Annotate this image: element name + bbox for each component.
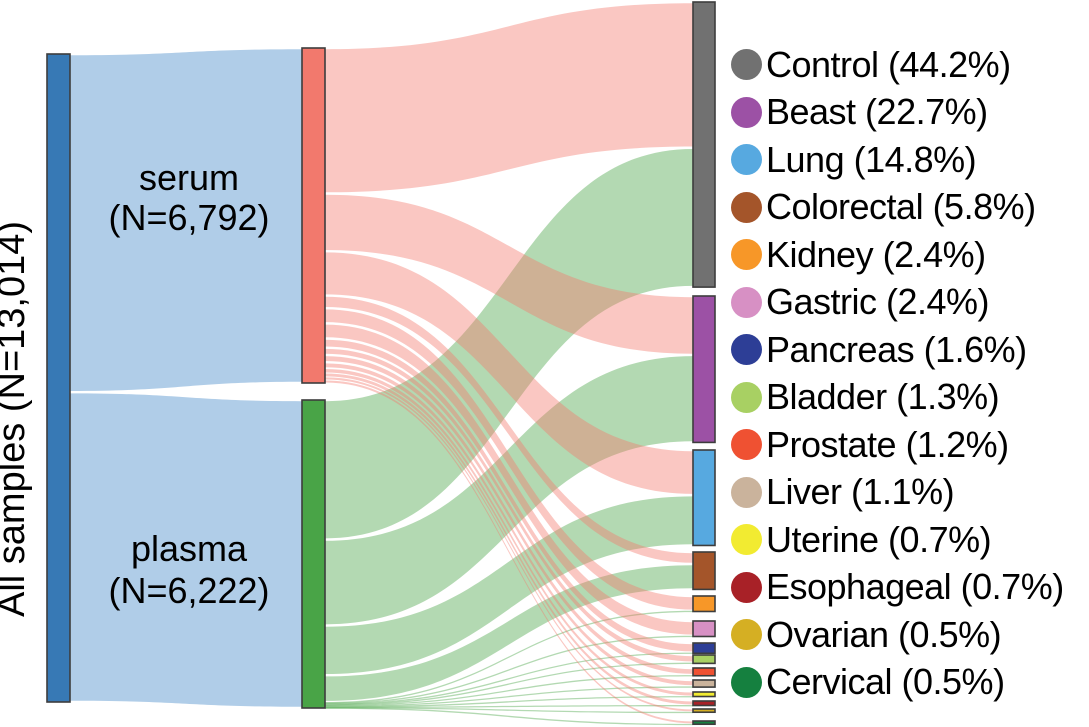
sankey-link-plasma-beast <box>325 356 693 625</box>
legend-item-cervical: Cervical (0.5%) <box>731 659 1064 707</box>
sankey-node-esophageal <box>692 700 716 707</box>
legend-item-kidney: Kidney (2.4%) <box>731 231 1064 279</box>
legend-label: Bladder (1.3%) <box>766 376 1000 418</box>
sankey-link-plasma-liver <box>325 686 693 707</box>
legend-label: Esophageal (0.7%) <box>766 566 1064 608</box>
legend-label: Ovarian (0.5%) <box>766 613 1002 655</box>
sankey-node-beast <box>692 295 716 444</box>
legend-dot-control <box>731 49 762 81</box>
legend-item-lung: Lung (14.8%) <box>731 136 1064 184</box>
plasma-node-label-line2: (N=6,222) <box>108 570 269 611</box>
legend-label: Cervical (0.5%) <box>766 661 1005 703</box>
root-node-label: All samples (N=13,014) <box>0 221 33 617</box>
legend-dot-esophageal <box>731 571 762 603</box>
legend-label: Control (44.2%) <box>766 43 1011 85</box>
legend-dot-uterine <box>731 524 762 556</box>
sankey-link-serum-beast <box>325 194 693 354</box>
legend-label: Prostate (1.2%) <box>766 423 1009 465</box>
sankey-node-bladder <box>692 654 716 665</box>
legend-item-ovarian: Ovarian (0.5%) <box>731 611 1064 659</box>
sankey-link-plasma-uterine <box>325 696 693 708</box>
sankey-node-all-samples <box>46 53 71 703</box>
legend-label: Beast (22.7%) <box>766 91 988 133</box>
legend-label: Lung (14.8%) <box>766 138 977 180</box>
sankey-node-ovarian <box>692 708 716 714</box>
sankey-link-serum-colorectal <box>325 296 693 563</box>
sankey-link-serum-lung <box>325 252 693 494</box>
sankey-link-serum-prostate <box>325 356 693 674</box>
sankey-link-plasma-cervical <box>325 707 693 726</box>
sankey-link-plasma-gastric <box>325 635 693 705</box>
serum-node-label-line2: (N=6,792) <box>108 197 269 238</box>
sankey-link-serum-uterine <box>325 368 693 696</box>
sankey-link-serum-esophageal <box>325 373 693 705</box>
sankey-node-colorectal <box>692 551 716 591</box>
sankey-link-serum-liver <box>325 363 693 686</box>
legend-dot-kidney <box>731 239 762 271</box>
legend-dot-cervical <box>731 666 762 698</box>
sankey-link-plasma-lung <box>325 496 693 675</box>
legend-label: Liver (1.1%) <box>766 471 955 513</box>
sankey-node-serum <box>301 47 326 384</box>
sankey-link-serum-ovarian <box>325 377 693 712</box>
sankey-node-liver <box>692 679 716 688</box>
sankey-link-serum-gastric <box>325 324 693 635</box>
sankey-node-cervical <box>692 720 716 726</box>
sankey-link-plasma-esophageal <box>325 705 693 709</box>
sankey-link-serum-pancreas <box>325 339 693 652</box>
sankey-link-plasma-control <box>325 148 693 539</box>
legend-item-gastric: Gastric (2.4%) <box>731 279 1064 327</box>
legend-label: Pancreas (1.6%) <box>766 328 1027 370</box>
sankey-node-pancreas <box>692 642 716 655</box>
sankey-link-serum-cervical <box>325 380 693 724</box>
legend-dot-bladder <box>731 381 762 413</box>
legend-dot-colorectal <box>731 191 762 223</box>
legend-item-beast: Beast (22.7%) <box>731 89 1064 137</box>
sankey-node-plasma <box>301 399 326 709</box>
legend-label: Gastric (2.4%) <box>766 281 990 323</box>
legend-label: Colorectal (5.8%) <box>766 186 1036 228</box>
sankey-node-lung <box>692 449 716 547</box>
legend-dot-gastric <box>731 286 762 318</box>
sankey-link-serum-kidney <box>325 309 693 610</box>
sankey-node-uterine <box>692 691 716 698</box>
sankey-node-kidney <box>692 595 716 613</box>
sankey-node-prostate <box>692 667 716 677</box>
legend-item-prostate: Prostate (1.2%) <box>731 421 1064 469</box>
legend-item-control: Control (44.2%) <box>731 41 1064 89</box>
legend-label: Uterine (0.7%) <box>766 518 992 560</box>
sankey-link-serum-bladder <box>325 348 693 662</box>
legend-dot-liver <box>731 476 762 508</box>
sankey-link-plasma-bladder <box>325 662 693 706</box>
legend-item-uterine: Uterine (0.7%) <box>731 516 1064 564</box>
legend: Control (44.2%) Beast (22.7%) Lung (14.8%)… <box>731 41 1064 706</box>
sankey-node-gastric <box>692 620 716 638</box>
legend-dot-ovarian <box>731 619 762 651</box>
legend-label: Kidney (2.4%) <box>766 233 986 275</box>
sankey-link-plasma-prostate <box>325 675 693 707</box>
legend-item-esophageal: Esophageal (0.7%) <box>731 564 1064 612</box>
sankey-link-serum-control <box>325 3 693 193</box>
legend-item-bladder: Bladder (1.3%) <box>731 374 1064 422</box>
legend-dot-lung <box>731 144 762 176</box>
legend-dot-beast <box>731 96 762 128</box>
sankey-link-plasma-kidney <box>325 610 693 704</box>
legend-item-colorectal: Colorectal (5.8%) <box>731 184 1064 232</box>
sankey-link-all-serum <box>70 49 302 391</box>
sankey-link-plasma-colorectal <box>325 565 693 701</box>
legend-dot-pancreas <box>731 334 762 366</box>
sankey-link-plasma-ovarian <box>325 707 693 714</box>
legend-item-pancreas: Pancreas (1.6%) <box>731 326 1064 374</box>
sankey-link-all-plasma <box>70 393 302 707</box>
legend-item-liver: Liver (1.1%) <box>731 469 1064 517</box>
sankey-node-control <box>692 1 716 288</box>
plasma-node-label-line1: plasma <box>131 528 248 569</box>
serum-node-label-line1: serum <box>139 157 239 198</box>
sankey-link-plasma-pancreas <box>325 652 693 705</box>
legend-dot-prostate <box>731 429 762 461</box>
